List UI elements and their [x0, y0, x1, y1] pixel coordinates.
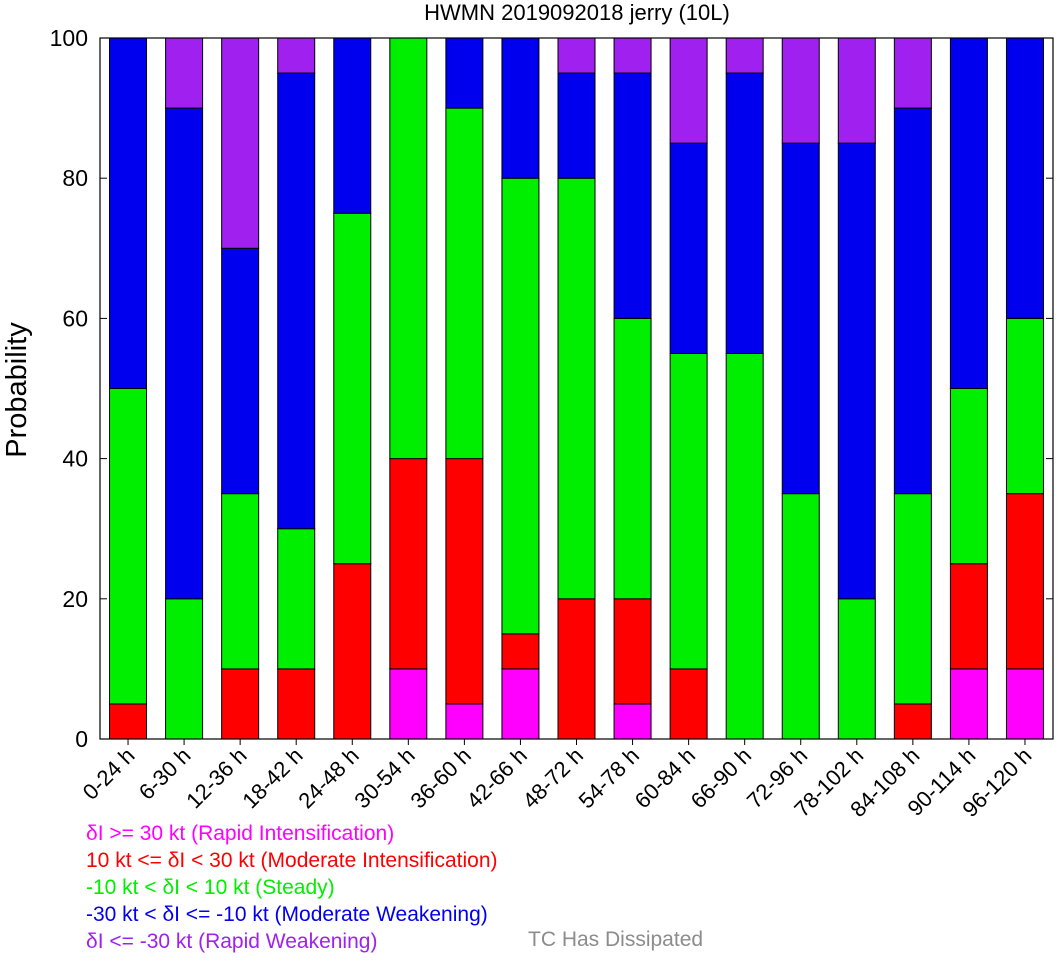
bar-segment-6-1: [445, 458, 484, 705]
legend: δI >= 30 kt (Rapid Intensification) 10 kt…: [86, 820, 498, 955]
legend-entry-2: -10 kt < δI < 10 kt (Steady): [86, 876, 335, 899]
x-tick-label: 60-84 h: [630, 743, 700, 813]
x-tick-label: 24-48 h: [293, 743, 363, 813]
bar-segment-14-3: [893, 107, 932, 495]
bar-segment-13-4: [837, 37, 876, 144]
bar-segment-1-2: [165, 598, 204, 740]
bar-segment-3-3: [277, 72, 316, 530]
bar-segment-2-3: [221, 247, 260, 495]
x-tick-label: 12-36 h: [181, 743, 251, 813]
bar-segment-1-3: [165, 107, 204, 600]
bar-segment-14-1: [893, 703, 932, 740]
bar-segment-3-1: [277, 668, 316, 740]
plot-frame: [99, 37, 1054, 740]
bar-segment-16-1: [1005, 493, 1044, 670]
bar-segment-0-1: [109, 703, 148, 740]
bar-segment-4-3: [333, 37, 372, 214]
bar-segment-8-3: [557, 72, 596, 179]
bar-segment-8-1: [557, 598, 596, 740]
bar-segment-6-3: [445, 37, 484, 109]
bar-segment-5-2: [389, 37, 428, 460]
y-tick-label: 0: [75, 726, 88, 752]
bar-segment-11-2: [725, 352, 764, 740]
bar-segment-2-2: [221, 493, 260, 670]
y-tick-label: 100: [50, 25, 88, 51]
bar-segment-9-3: [613, 72, 652, 319]
y-tick-label: 80: [62, 165, 88, 191]
bar-segment-1-4: [165, 37, 204, 109]
bar-segment-12-4: [781, 37, 820, 144]
bar-segment-16-0: [1005, 668, 1044, 740]
bar-segment-3-4: [277, 37, 316, 74]
bar-segment-10-2: [669, 352, 708, 670]
bar-segment-3-2: [277, 528, 316, 670]
bar-segment-9-0: [613, 703, 652, 740]
bar-segment-2-1: [221, 668, 260, 740]
legend-dissipated: TC Has Dissipated: [528, 928, 704, 951]
bar-segment-10-1: [669, 668, 708, 740]
bar-segment-4-1: [333, 563, 372, 740]
bar-segment-14-4: [893, 37, 932, 109]
y-axis-label: Probability: [1, 322, 33, 458]
bar-segment-9-4: [613, 37, 652, 74]
bar-segment-16-3: [1005, 37, 1044, 319]
x-tick-label: 36-60 h: [405, 743, 475, 813]
y-tick-label: 40: [62, 446, 88, 472]
bar-segment-15-1: [949, 563, 988, 670]
bar-segment-10-3: [669, 142, 708, 354]
x-tick-label: 66-90 h: [686, 743, 756, 813]
bar-segment-16-2: [1005, 317, 1044, 495]
x-tick-label: 18-42 h: [237, 743, 307, 813]
bar-segment-12-3: [781, 142, 820, 495]
x-tick-label: 42-66 h: [462, 743, 532, 813]
bar-segment-6-2: [445, 107, 484, 460]
chart-title: HWMN 2019092018 jerry (10L): [424, 0, 730, 25]
bar-segment-7-1: [501, 633, 540, 670]
y-tick-label: 20: [62, 586, 88, 612]
bar-segment-11-3: [725, 72, 764, 354]
bar-segment-12-2: [781, 493, 820, 740]
bar-segment-8-2: [557, 177, 596, 600]
bar-segment-7-2: [501, 177, 540, 635]
bar-segment-7-0: [501, 668, 540, 740]
bar-segment-7-3: [501, 37, 540, 179]
bar-segment-2-4: [221, 37, 260, 249]
bar-segment-11-4: [725, 37, 764, 74]
bar-segment-10-4: [669, 37, 708, 144]
bar-segment-14-2: [893, 493, 932, 705]
legend-entry-3: -30 kt < δI <= -10 kt (Moderate Weakenin…: [86, 903, 488, 926]
bar-segment-5-0: [389, 668, 428, 740]
bar-segment-8-4: [557, 37, 596, 74]
bar-segment-9-1: [613, 598, 652, 705]
bar-segment-5-1: [389, 458, 428, 670]
bar-segment-15-2: [949, 388, 988, 565]
legend-entry-4: δI <= -30 kt (Rapid Weakening): [86, 930, 378, 953]
bar-segment-15-0: [949, 668, 988, 740]
legend-entry-0: δI >= 30 kt (Rapid Intensification): [86, 822, 395, 845]
x-tick-label: 0-24 h: [78, 743, 140, 805]
bar-segment-13-3: [837, 142, 876, 600]
y-tick-label: 60: [62, 305, 88, 331]
bar-segment-4-2: [333, 212, 372, 565]
bar-segment-13-2: [837, 598, 876, 740]
bar-segment-6-0: [445, 703, 484, 740]
x-tick-label: 48-72 h: [518, 743, 588, 813]
bar-segment-0-3: [109, 37, 148, 389]
x-tick-label: 54-78 h: [574, 743, 644, 813]
x-tick-label: 30-54 h: [349, 743, 419, 813]
legend-entry-1: 10 kt <= δI < 30 kt (Moderate Intensific…: [86, 849, 498, 872]
bar-segment-9-2: [613, 317, 652, 600]
bar-segment-15-3: [949, 37, 988, 389]
bar-segment-0-2: [109, 388, 148, 705]
bars-group: [109, 37, 1044, 740]
